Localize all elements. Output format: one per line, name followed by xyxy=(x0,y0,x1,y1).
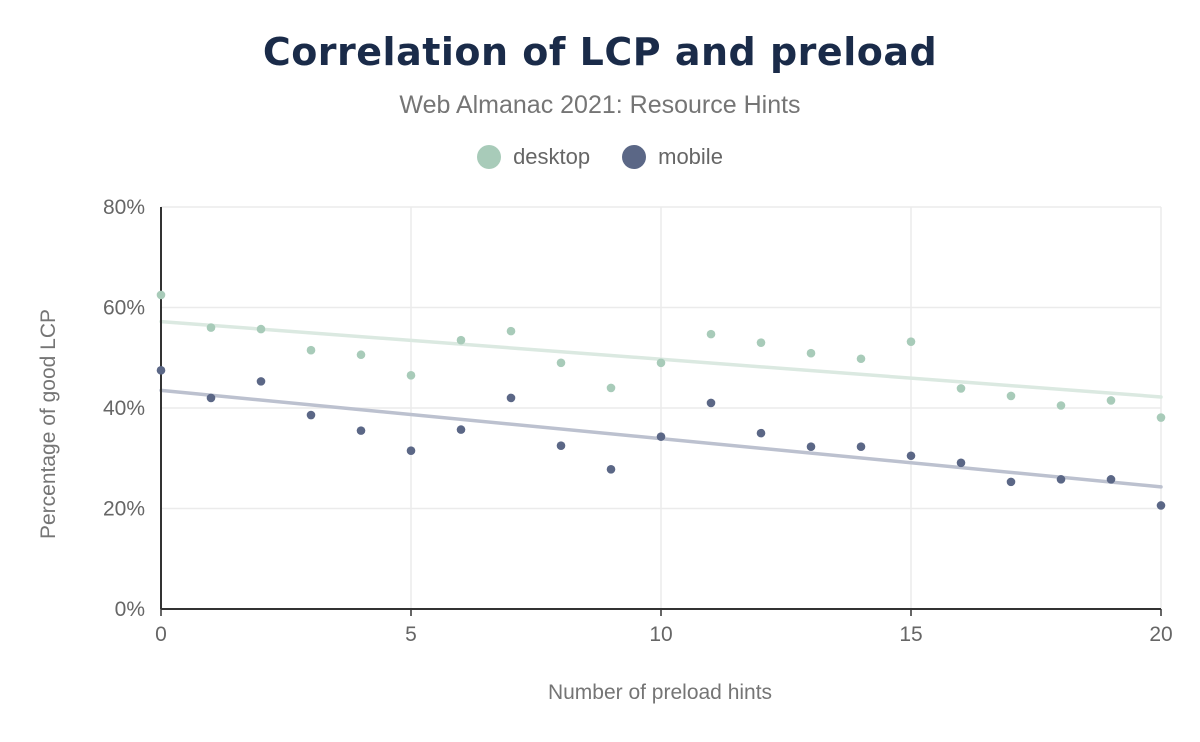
tick-labels: 0% 20% 40% 60% 80% 0 5 10 15 20 xyxy=(103,196,1173,646)
data-point-mobile[interactable] xyxy=(1056,475,1066,484)
legend-item-desktop[interactable]: desktop xyxy=(477,144,590,170)
data-point-mobile[interactable] xyxy=(1156,501,1166,510)
data-point-desktop[interactable] xyxy=(1156,413,1166,422)
data-point-mobile[interactable] xyxy=(956,458,966,468)
data-point-mobile[interactable] xyxy=(306,410,316,420)
y-axis-title: Percentage of good LCP xyxy=(37,309,60,539)
x-tick-label: 0 xyxy=(155,623,167,646)
chart-subtitle: Web Almanac 2021: Resource Hints xyxy=(399,91,801,119)
data-point-desktop[interactable] xyxy=(706,329,716,339)
data-point-desktop[interactable] xyxy=(856,354,866,364)
data-point-mobile[interactable] xyxy=(456,425,466,434)
data-point-desktop[interactable] xyxy=(406,371,416,380)
legend: desktop mobile xyxy=(0,142,1200,172)
data-point-desktop[interactable] xyxy=(806,348,816,358)
axes xyxy=(160,207,1162,616)
legend-swatch-mobile xyxy=(622,145,647,169)
data-point-mobile[interactable] xyxy=(856,442,866,451)
legend-label-mobile: mobile xyxy=(658,144,723,169)
legend-label-desktop: desktop xyxy=(513,144,591,169)
data-point-mobile[interactable] xyxy=(206,393,216,403)
chart-title: Correlation of LCP and preload xyxy=(262,30,938,74)
data-point-mobile[interactable] xyxy=(1106,475,1116,484)
x-tick-label: 5 xyxy=(405,623,417,646)
data-point-desktop[interactable] xyxy=(506,326,516,336)
data-point-mobile[interactable] xyxy=(506,393,516,403)
data-point-desktop[interactable] xyxy=(1056,401,1066,410)
data-point-mobile[interactable] xyxy=(656,432,666,441)
data-point-desktop[interactable] xyxy=(606,383,616,393)
data-point-desktop[interactable] xyxy=(906,337,916,346)
data-point-mobile[interactable] xyxy=(406,446,416,456)
data-point-desktop[interactable] xyxy=(556,358,566,368)
data-point-desktop[interactable] xyxy=(656,358,666,368)
data-point-mobile[interactable] xyxy=(756,428,766,438)
data-point-desktop[interactable] xyxy=(1006,391,1016,401)
x-tick-label: 20 xyxy=(1149,623,1172,646)
y-tick-label: 0% xyxy=(115,598,145,621)
x-tick-label: 15 xyxy=(899,623,922,646)
data-point-desktop[interactable] xyxy=(206,323,216,332)
data-point-desktop[interactable] xyxy=(306,345,316,355)
legend-swatch-desktop xyxy=(477,145,502,169)
y-tick-label: 60% xyxy=(103,297,145,320)
x-tick-label: 10 xyxy=(649,623,672,646)
legend-item-mobile[interactable]: mobile xyxy=(622,144,723,170)
data-point-mobile[interactable] xyxy=(156,366,166,375)
data-point-desktop[interactable] xyxy=(1106,396,1116,405)
data-point-desktop[interactable] xyxy=(956,384,966,393)
data-point-desktop[interactable] xyxy=(256,324,266,334)
grid-lines xyxy=(161,206,1162,609)
y-tick-label: 40% xyxy=(103,397,145,420)
y-tick-label: 80% xyxy=(103,196,145,219)
data-point-mobile[interactable] xyxy=(606,465,616,474)
data-point-mobile[interactable] xyxy=(356,426,366,435)
y-tick-label: 20% xyxy=(103,498,145,521)
x-axis-title: Number of preload hints xyxy=(548,681,772,704)
data-point-mobile[interactable] xyxy=(806,442,816,451)
data-point-mobile[interactable] xyxy=(706,398,716,408)
data-point-desktop[interactable] xyxy=(456,335,466,345)
data-points xyxy=(156,290,1166,510)
data-point-desktop[interactable] xyxy=(156,290,166,300)
data-point-mobile[interactable] xyxy=(556,441,566,450)
data-point-desktop[interactable] xyxy=(756,338,766,347)
data-point-desktop[interactable] xyxy=(356,350,366,360)
data-point-mobile[interactable] xyxy=(256,377,266,386)
data-point-mobile[interactable] xyxy=(906,451,916,461)
data-point-mobile[interactable] xyxy=(1006,477,1016,487)
